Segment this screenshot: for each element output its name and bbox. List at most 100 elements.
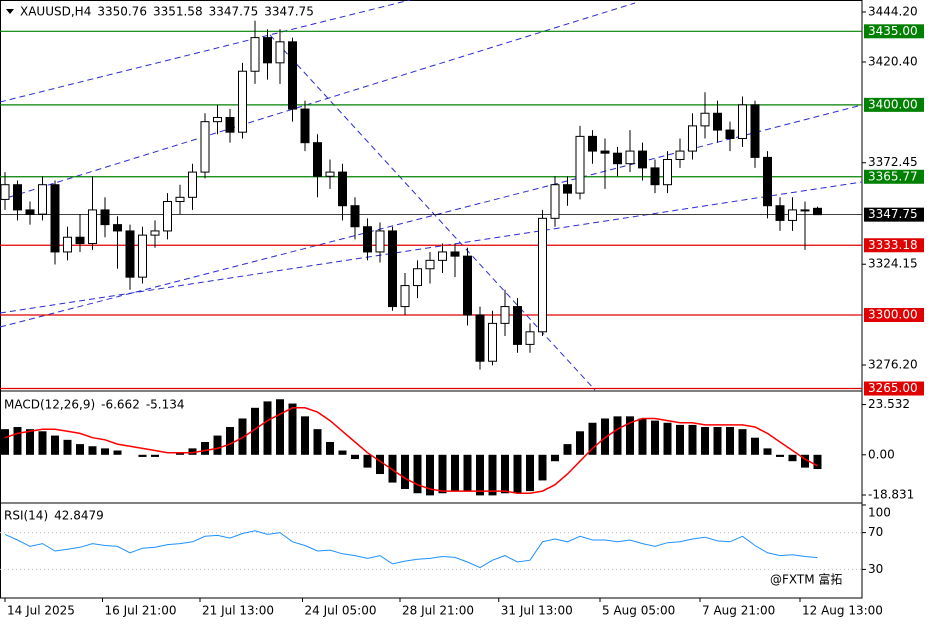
candle-body [75,236,85,245]
macd-bar [376,454,384,475]
candle-body [650,167,660,186]
level-label: 3365.77 [868,169,918,183]
x-tick-label: 21 Jul 13:00 [202,604,274,618]
candle-body [613,152,622,165]
macd-bar [226,427,234,455]
macd-bar [813,454,822,470]
candle-body [138,234,147,278]
macd-bar [413,454,422,494]
candle-body [300,108,310,144]
candle-body [500,306,510,324]
level-label-box [864,307,924,322]
macd-bar [363,454,372,468]
candle-body [100,209,110,226]
level-label-box [864,169,924,184]
candle-body [438,251,447,261]
macd-bar [151,454,159,457]
rsi-title: RSI(14) [4,509,48,523]
candle-body [400,285,410,308]
candle-body [700,112,710,127]
macd-bar [238,418,247,455]
header-value: 3347.75 [264,5,314,19]
candle-body [213,116,222,123]
macd-bar [288,403,297,455]
macd-bar [351,454,359,460]
candle-body [800,209,810,212]
y-tick-label: 23.532 [868,397,910,411]
candle-body [113,224,122,232]
candle-body [63,236,72,253]
menu-icon[interactable] [6,9,14,14]
trend-line [0,181,863,314]
y-tick-label: -18.831 [868,488,914,502]
y-tick-label: 0.00 [868,447,895,461]
candle-body [375,230,385,253]
level-label: 3300.00 [868,307,918,321]
candle-body [463,255,472,316]
level-label-box [864,24,924,39]
macd-bar [613,416,622,455]
candle-body [425,259,435,270]
macd-bar [76,444,84,455]
y-tick-label: 30 [868,562,883,576]
candle-body [713,112,722,131]
candle-body [588,135,597,152]
y-tick-label: 100 [868,506,891,520]
macd-bar [13,427,22,455]
macd-bar [588,422,597,455]
level-label: 3435.00 [868,24,918,38]
macd-bar [1,429,9,455]
macd-bar [276,399,284,455]
macd-bar [263,401,272,455]
level-label: 3265.00 [868,381,918,395]
macd-bar [488,454,497,496]
macd-bar [201,441,209,455]
macd-bar [701,427,709,455]
candle-body [313,142,322,177]
candle-body [763,156,772,207]
macd-bar [138,454,147,457]
macd-bar [426,454,434,496]
candle-body [725,129,735,139]
macd-bar [313,429,322,455]
macd-title: MACD(12,26,9) [4,398,95,412]
candle-body [25,209,35,215]
candle-body [125,230,135,278]
level-label: 3400.00 [868,97,918,111]
x-tick-label: 14 Jul 2025 [7,604,75,618]
y-tick-label: 3420.40 [868,54,918,68]
macd-bar [763,448,772,455]
candle-body [350,205,360,228]
trend-line [0,0,411,103]
macd-bar [326,441,334,455]
candle-body [338,171,347,207]
macd-bar [551,454,559,462]
macd-value: -6.662 [101,398,140,412]
x-tick-label: 28 Jul 21:00 [402,604,474,618]
candle-body [163,201,172,232]
macd-bar [526,454,534,492]
macd-bar [576,431,584,455]
frame [0,0,863,599]
x-tick-label: 7 Aug 21:00 [702,604,775,618]
candle-body [275,41,285,64]
macd-bar [688,424,697,455]
price-label: 3347.75 [868,207,918,221]
macd-bar [801,454,809,468]
macd-bar [788,454,797,462]
candle-body [450,251,460,257]
header-value: 3351.58 [153,5,203,19]
candle-body [550,184,560,219]
macd-value: -5.134 [146,398,185,412]
macd-bar [176,452,184,455]
level-label-box [864,238,924,253]
candle-body [750,104,760,158]
macd-bar [451,454,459,492]
trend-line [0,2,636,201]
candle-body [200,121,210,173]
candle-body [263,37,272,64]
macd-bar [26,429,34,455]
macd-bar [38,431,47,455]
